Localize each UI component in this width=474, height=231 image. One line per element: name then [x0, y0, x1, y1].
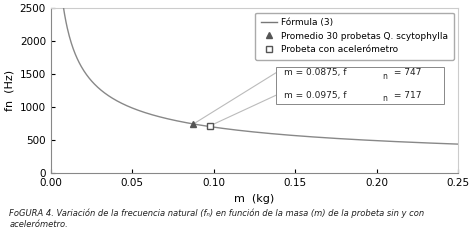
Text: FᴏGURA 4. Variación de la frecuencia natural (fₙ) en función de la masa (m) de l: FᴏGURA 4. Variación de la frecuencia nat…	[9, 209, 425, 229]
Text: = 717: = 717	[392, 91, 422, 100]
Legend: Fórmula (3), Promedio 30 probetas Q. scytophylla, Probeta con acelerómetro: Fórmula (3), Promedio 30 probetas Q. scy…	[255, 13, 454, 60]
Text: n: n	[383, 94, 387, 103]
Text: m = 0.0875, f: m = 0.0875, f	[284, 68, 346, 77]
Bar	[276, 67, 444, 104]
Text: m = 0.0975, f: m = 0.0975, f	[284, 91, 346, 100]
X-axis label: m  (kg): m (kg)	[235, 194, 274, 204]
Y-axis label: fn  (Hz): fn (Hz)	[4, 70, 14, 111]
Text: n: n	[383, 72, 387, 81]
Text: = 747: = 747	[392, 68, 422, 77]
